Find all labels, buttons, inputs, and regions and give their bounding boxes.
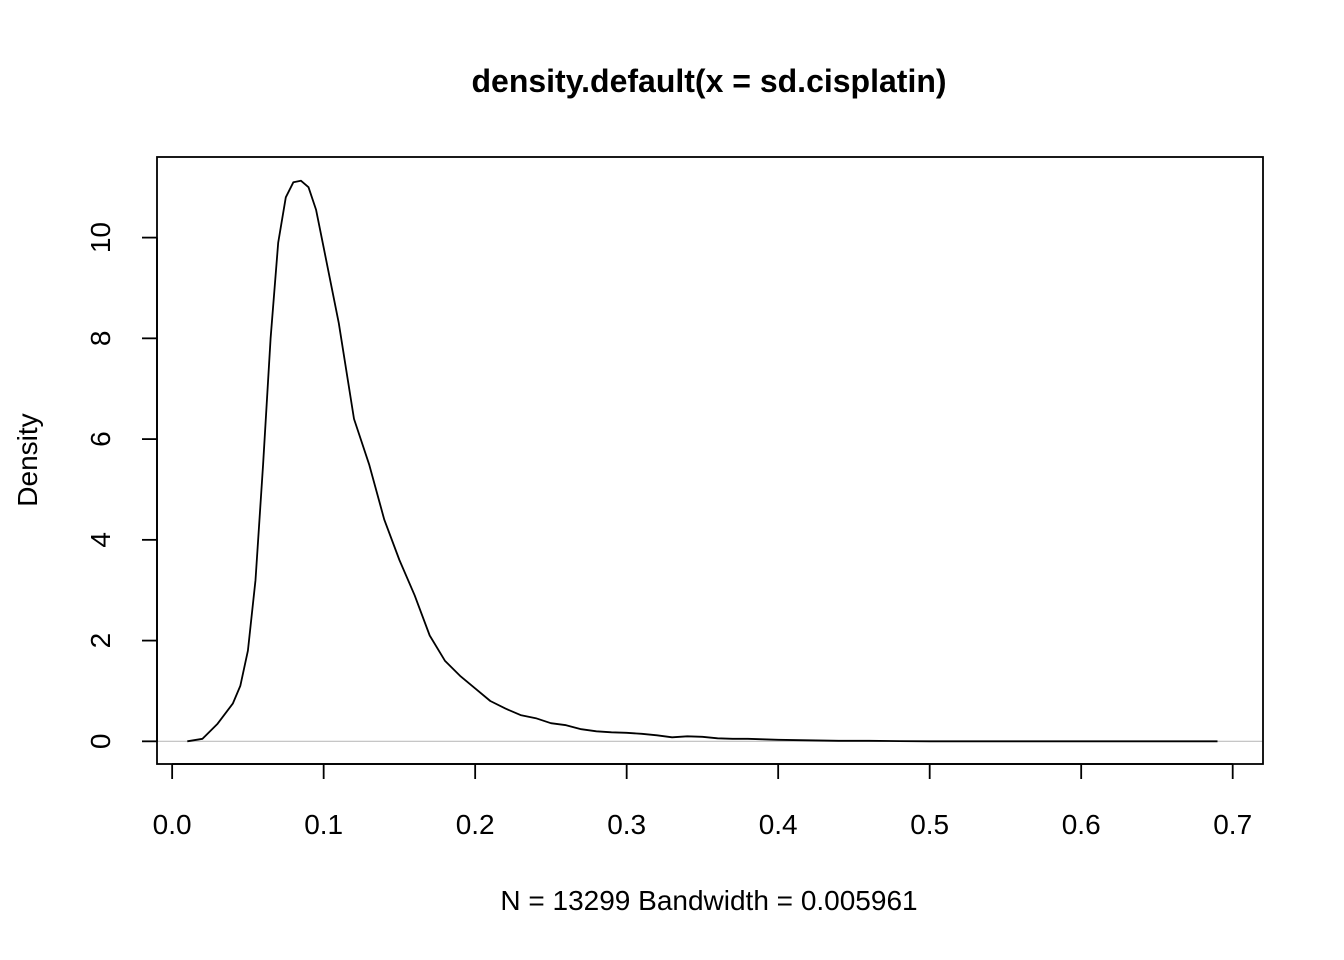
x-tick-label: 0.6 xyxy=(1062,809,1101,840)
plot-frame xyxy=(156,156,1264,765)
x-tick-label: 0.4 xyxy=(759,809,798,840)
chart-title: density.default(x = sd.cisplatin) xyxy=(471,63,946,99)
y-tick-label: 6 xyxy=(85,431,116,447)
x-tick-label: 0.1 xyxy=(304,809,343,840)
x-tick-label: 0.7 xyxy=(1213,809,1252,840)
density-curve xyxy=(187,179,1218,743)
x-tick-label: 0.5 xyxy=(910,809,949,840)
y-tick-label: 8 xyxy=(85,331,116,347)
x-tick-label: 0.0 xyxy=(153,809,192,840)
x-tick-label: 0.2 xyxy=(456,809,495,840)
y-tick-label: 10 xyxy=(85,222,116,253)
x-axis-label: N = 13299 Bandwidth = 0.005961 xyxy=(500,885,917,916)
y-axis-label: Density xyxy=(12,413,43,506)
y-tick-label: 2 xyxy=(85,633,116,649)
y-tick-label: 4 xyxy=(85,532,116,548)
y-tick-label: 0 xyxy=(85,734,116,750)
x-tick-label: 0.3 xyxy=(607,809,646,840)
